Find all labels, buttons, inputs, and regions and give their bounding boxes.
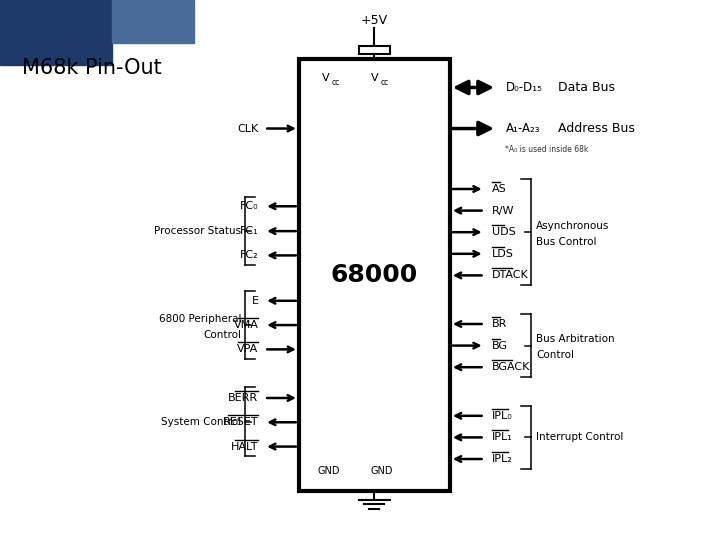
- Text: Data Bus: Data Bus: [558, 81, 615, 94]
- Bar: [359, 46, 390, 54]
- Text: cc: cc: [380, 78, 389, 87]
- Text: D₀-D₁₅: D₀-D₁₅: [505, 81, 542, 94]
- Text: Control: Control: [536, 350, 575, 360]
- Text: A₁-A₂₃: A₁-A₂₃: [505, 122, 540, 135]
- Text: Processor Status: Processor Status: [154, 226, 241, 236]
- Text: HALT: HALT: [231, 442, 258, 451]
- Text: GND: GND: [318, 466, 341, 476]
- Text: System Control: System Control: [161, 417, 241, 427]
- Text: VMA: VMA: [233, 320, 258, 330]
- Text: cc: cc: [332, 78, 341, 87]
- Text: AS: AS: [492, 184, 506, 194]
- Text: LDS: LDS: [492, 249, 513, 259]
- Text: GND: GND: [370, 466, 393, 476]
- Text: FC₀: FC₀: [240, 201, 258, 211]
- Text: BG: BG: [492, 341, 508, 350]
- Text: BERR: BERR: [228, 393, 258, 403]
- Text: Interrupt Control: Interrupt Control: [536, 433, 624, 442]
- Text: IPL₂: IPL₂: [492, 454, 513, 464]
- Text: 6800 Peripheral: 6800 Peripheral: [158, 314, 241, 323]
- Text: UDS: UDS: [492, 227, 516, 237]
- Text: R/W: R/W: [492, 206, 514, 215]
- Text: IPL₀: IPL₀: [492, 411, 513, 421]
- Text: Control: Control: [203, 330, 241, 340]
- Text: Bus Arbitration: Bus Arbitration: [536, 334, 615, 344]
- Bar: [112, 0, 194, 43]
- Text: DTACK: DTACK: [492, 271, 528, 280]
- Text: CLK: CLK: [237, 124, 258, 133]
- Text: E: E: [251, 296, 258, 306]
- Text: Bus Control: Bus Control: [536, 237, 597, 247]
- Text: IPL₁: IPL₁: [492, 433, 513, 442]
- Text: VPA: VPA: [237, 345, 258, 354]
- Text: *A₀ is used inside 68k: *A₀ is used inside 68k: [505, 145, 589, 153]
- Text: BR: BR: [492, 319, 507, 329]
- Text: Asynchronous: Asynchronous: [536, 221, 610, 231]
- Text: 68000: 68000: [330, 264, 418, 287]
- Text: FC₁: FC₁: [240, 226, 258, 236]
- Bar: [299, 59, 450, 491]
- Text: BGACK: BGACK: [492, 362, 530, 372]
- Bar: [0, 0, 112, 65]
- Text: +5V: +5V: [361, 14, 388, 27]
- Text: Address Bus: Address Bus: [558, 122, 635, 135]
- Text: M68k Pin-Out: M68k Pin-Out: [22, 57, 161, 78]
- Text: V: V: [323, 73, 330, 83]
- Text: V: V: [371, 73, 378, 83]
- Text: RESET: RESET: [223, 417, 258, 427]
- Text: FC₂: FC₂: [240, 251, 258, 260]
